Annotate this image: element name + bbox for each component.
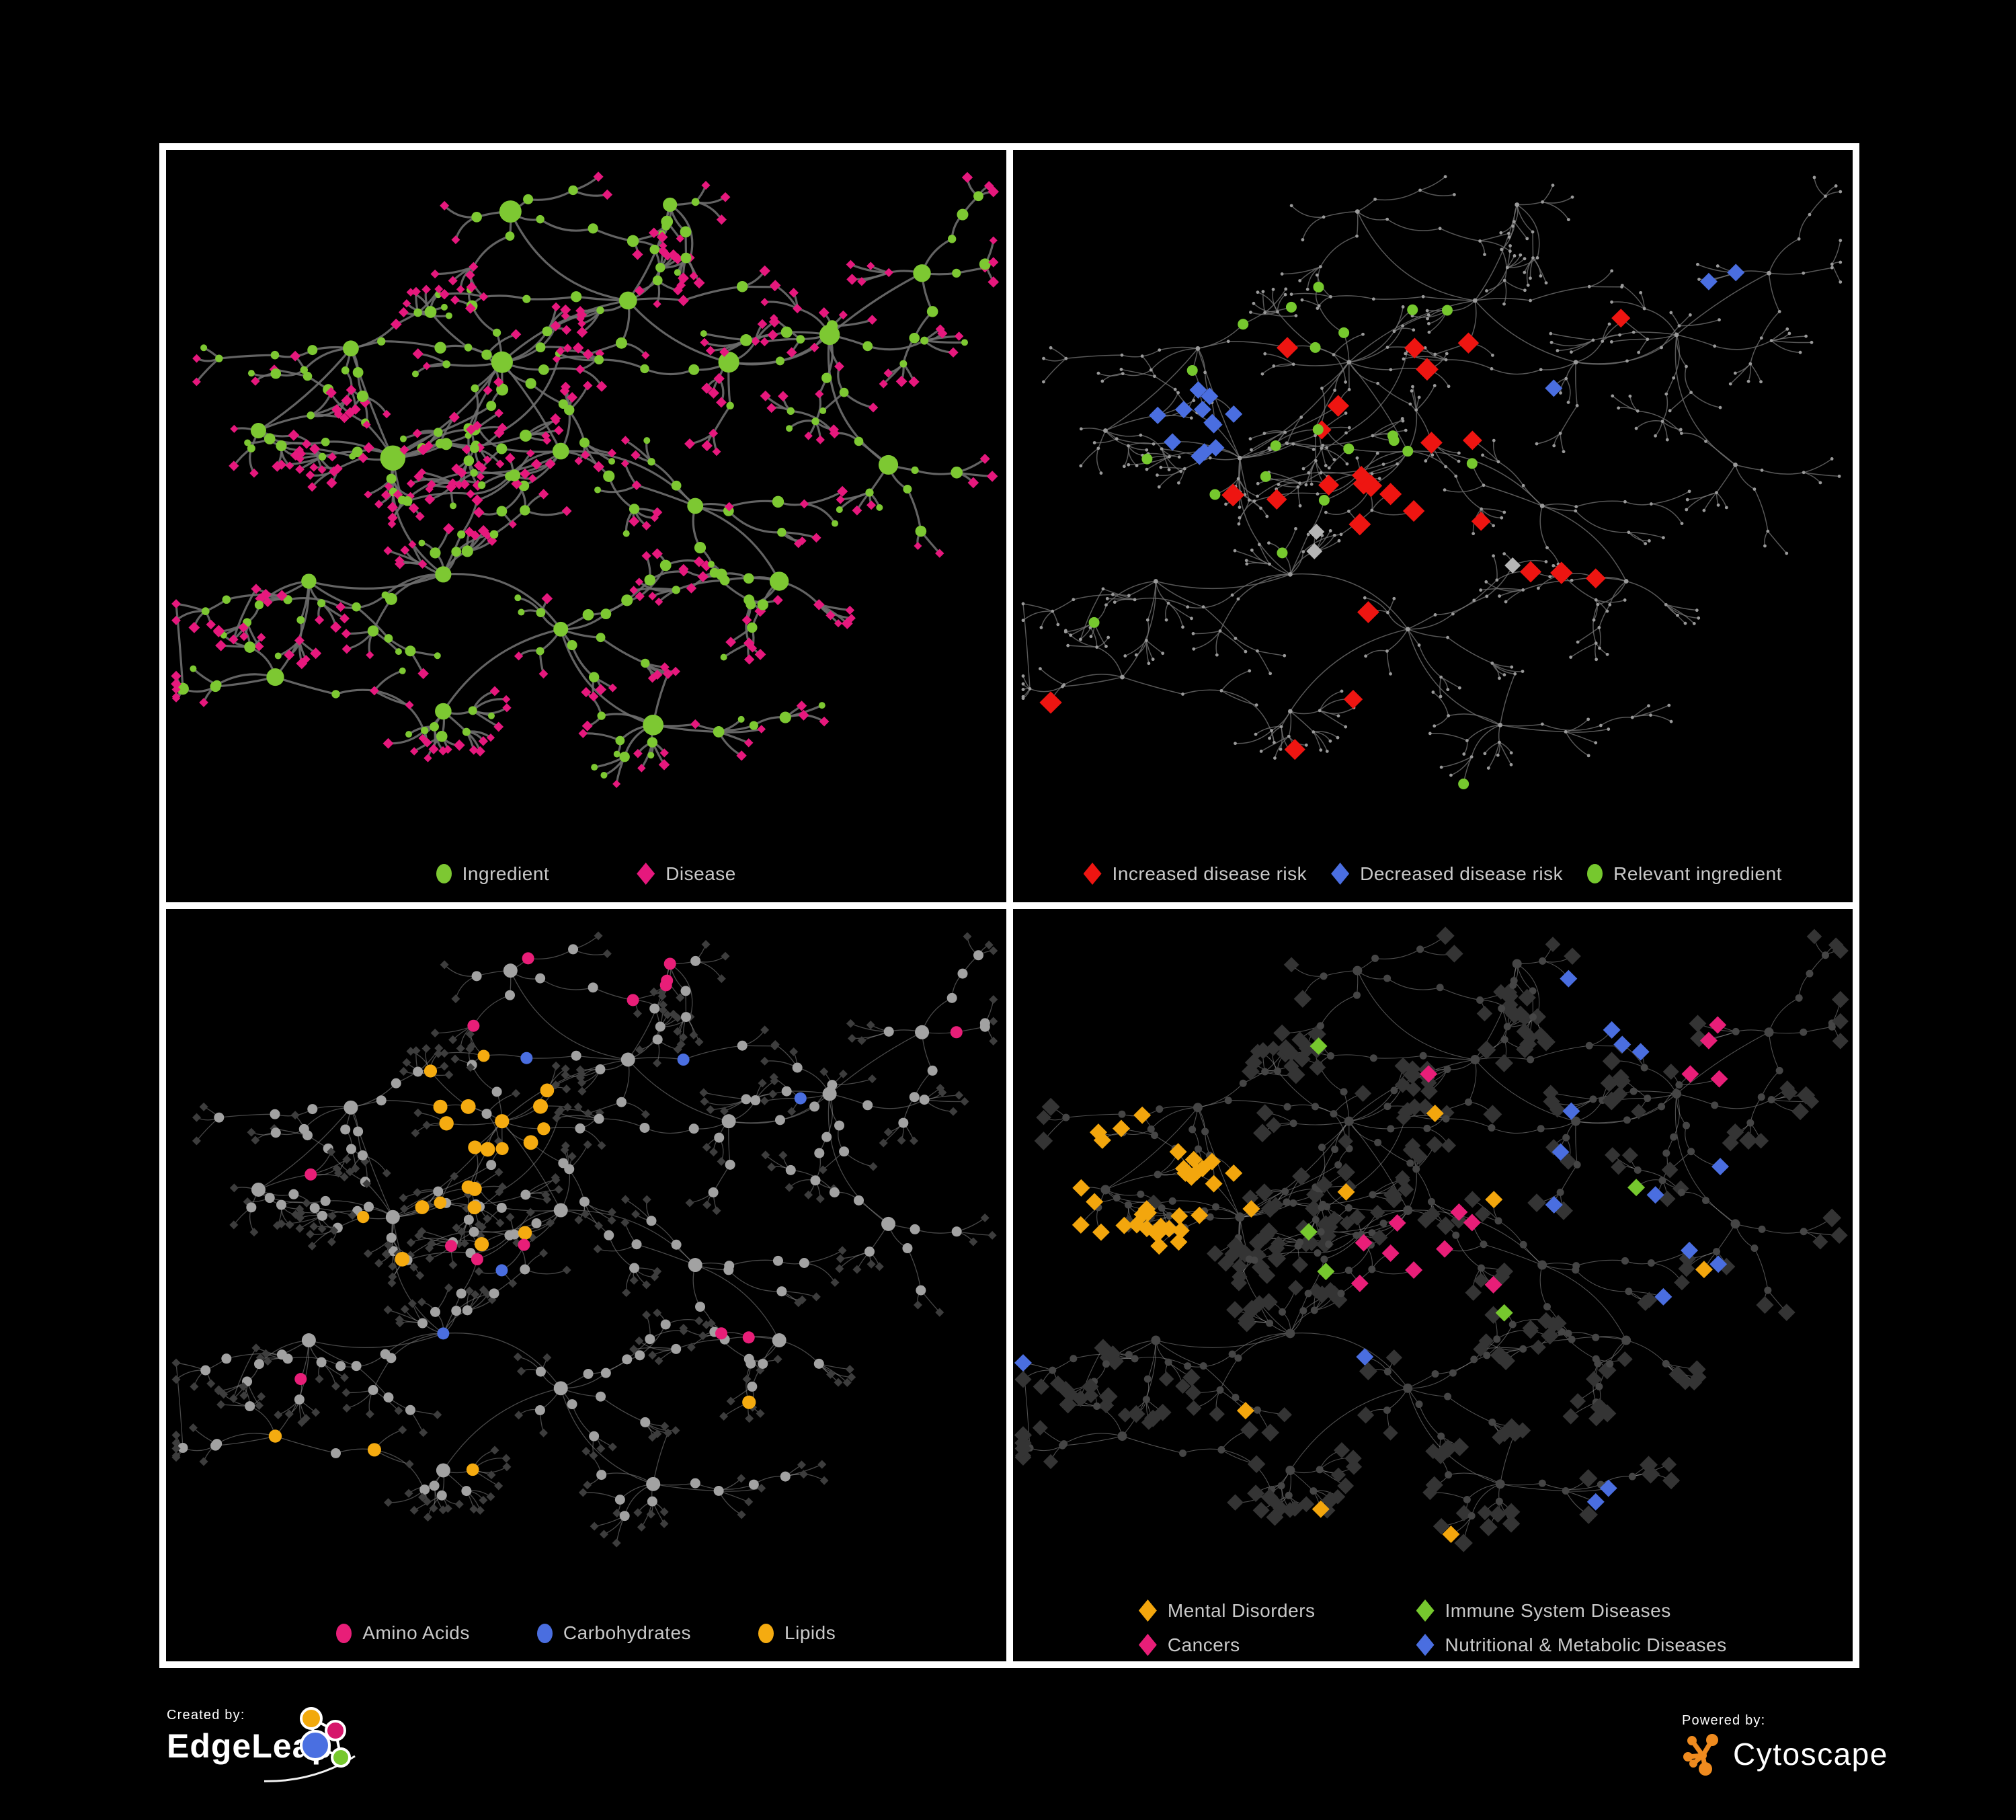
panel-disease-risk: Increased disease risk Decreased disease… <box>1012 150 1853 902</box>
ingredient-disease-legend: Ingredient Disease <box>166 863 1006 885</box>
cytoscape-credit: Powered by: Cytoscape <box>1682 1713 1888 1776</box>
cytoscape-logo-icon <box>1683 1734 1718 1776</box>
legend-label: Immune System Diseases <box>1445 1599 1671 1621</box>
legend-label: Amino Acids <box>362 1622 470 1643</box>
panel-grid: Ingredient Disease Increased disease ris… <box>159 143 1859 1668</box>
legend-item: Relevant ingredient <box>1587 863 1782 885</box>
legend-label: Cancers <box>1167 1634 1240 1655</box>
mental-disorders-diamond-icon <box>1138 1599 1157 1622</box>
ingredient-disease-network-graph <box>171 171 1000 789</box>
legend-label: Disease <box>666 863 736 884</box>
ingredient-circle-icon <box>436 864 452 883</box>
panel-ingredient-disease: Ingredient Disease <box>166 150 1006 902</box>
increased-risk-diamond-icon <box>1083 863 1102 885</box>
edgeleap-logo-icon <box>264 1707 356 1782</box>
legend-item: Cancers <box>1138 1634 1240 1656</box>
nutrient-class-legend: Amino Acids Carbohydrates Lipids <box>166 1622 1006 1644</box>
cytoscape-wordmark: Cytoscape <box>1733 1737 1888 1772</box>
powered-by-label: Powered by: <box>1682 1713 1766 1728</box>
legend-item: Amino Acids <box>336 1622 470 1644</box>
nutrient-class-network-graph <box>171 931 998 1548</box>
edgeleap-credit: Created by: EdgeLeap <box>167 1707 389 1802</box>
legend-item: Immune System Diseases <box>1416 1599 1671 1622</box>
legend-item: Increased disease risk <box>1083 863 1307 885</box>
legend-item: Carbohydrates <box>536 1622 692 1644</box>
legend-label: Carbohydrates <box>563 1622 692 1643</box>
relevant-ingredient-circle-icon <box>1587 864 1603 883</box>
panel-disease-classes: Mental Disorders Immune System Diseases … <box>1012 909 1853 1661</box>
legend-label: Nutritional & Metabolic Diseases <box>1445 1634 1727 1655</box>
disease-class-network-graph <box>1014 926 1849 1552</box>
legend-label: Mental Disorders <box>1167 1599 1316 1621</box>
disease-risk-network-graph <box>1021 175 1842 789</box>
legend-item: Disease <box>637 863 736 885</box>
legend-label: Lipids <box>784 1622 836 1643</box>
created-by-label: Created by: <box>167 1708 245 1723</box>
nutritional-metabolic-diseases-diamond-icon <box>1416 1634 1435 1656</box>
lipids-circle-icon <box>758 1623 774 1643</box>
amino-acids-circle-icon <box>336 1623 352 1643</box>
cancers-diamond-icon <box>1138 1634 1157 1656</box>
decreased-risk-diamond-icon <box>1331 863 1350 885</box>
legend-item: Lipids <box>758 1622 836 1644</box>
disease-risk-legend: Increased disease risk Decreased disease… <box>1013 863 1853 885</box>
immune-system-diseases-diamond-icon <box>1416 1599 1435 1622</box>
legend-label: Increased disease risk <box>1112 863 1307 884</box>
panel-nutrient-classes: Amino Acids Carbohydrates Lipids <box>166 909 1006 1661</box>
legend-item: Mental Disorders <box>1138 1599 1316 1622</box>
legend-label: Decreased disease risk <box>1360 863 1564 884</box>
legend-item: Decreased disease risk <box>1331 863 1563 885</box>
disease-class-legend: Mental Disorders Immune System Diseases … <box>1013 1599 1853 1656</box>
legend-item: Ingredient <box>436 863 550 885</box>
legend-item: Nutritional & Metabolic Diseases <box>1416 1634 1727 1656</box>
legend-label: Ingredient <box>462 863 550 884</box>
carbohydrates-circle-icon <box>536 1623 553 1643</box>
legend-label: Relevant ingredient <box>1613 863 1782 884</box>
disease-diamond-icon <box>637 863 655 885</box>
